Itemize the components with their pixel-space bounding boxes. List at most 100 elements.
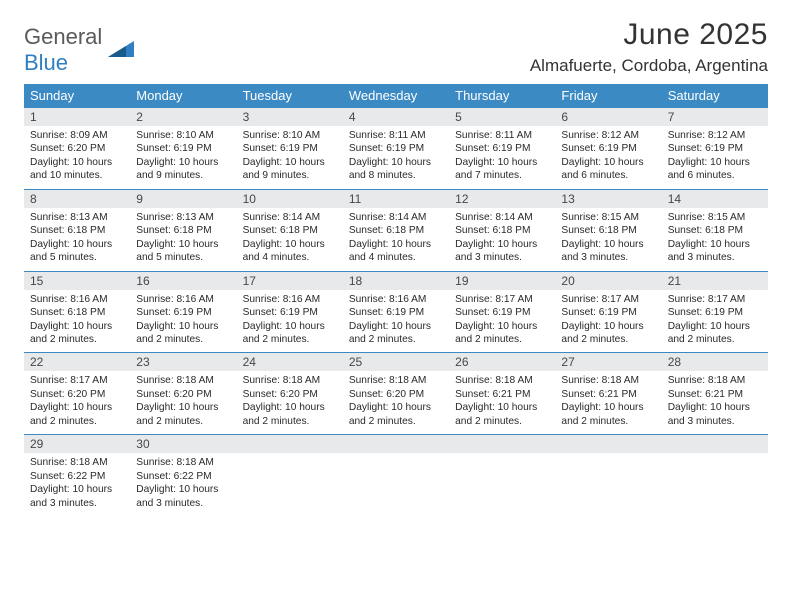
daylight-line: Daylight: 10 hours and 8 minutes. <box>349 156 443 183</box>
logo-word1: General <box>24 24 102 49</box>
sunrise-line: Sunrise: 8:18 AM <box>349 374 443 387</box>
day-cell: 17Sunrise: 8:16 AMSunset: 6:19 PMDayligh… <box>237 272 343 353</box>
day-number: 8 <box>24 190 130 208</box>
sunrise-line: Sunrise: 8:18 AM <box>136 374 230 387</box>
day-number: 23 <box>130 353 236 371</box>
day-number: 12 <box>449 190 555 208</box>
header: General Blue June 2025 Almafuerte, Cordo… <box>24 18 768 76</box>
day-info: Sunrise: 8:14 AMSunset: 6:18 PMDaylight:… <box>237 211 343 265</box>
day-number: 19 <box>449 272 555 290</box>
day-cell: 29Sunrise: 8:18 AMSunset: 6:22 PMDayligh… <box>24 435 130 516</box>
day-info: Sunrise: 8:18 AMSunset: 6:22 PMDaylight:… <box>130 456 236 510</box>
empty-day-bar <box>555 435 661 453</box>
week-row: 1Sunrise: 8:09 AMSunset: 6:20 PMDaylight… <box>24 108 768 190</box>
sunset-line: Sunset: 6:22 PM <box>136 470 230 483</box>
day-cell: 15Sunrise: 8:16 AMSunset: 6:18 PMDayligh… <box>24 272 130 353</box>
daylight-line: Daylight: 10 hours and 6 minutes. <box>668 156 762 183</box>
location: Almafuerte, Cordoba, Argentina <box>530 56 768 76</box>
sunrise-line: Sunrise: 8:18 AM <box>243 374 337 387</box>
day-info: Sunrise: 8:11 AMSunset: 6:19 PMDaylight:… <box>449 129 555 183</box>
day-cell: 26Sunrise: 8:18 AMSunset: 6:21 PMDayligh… <box>449 353 555 434</box>
day-info: Sunrise: 8:18 AMSunset: 6:20 PMDaylight:… <box>343 374 449 428</box>
day-number: 22 <box>24 353 130 371</box>
sunset-line: Sunset: 6:18 PM <box>30 306 124 319</box>
sunrise-line: Sunrise: 8:18 AM <box>561 374 655 387</box>
daylight-line: Daylight: 10 hours and 3 minutes. <box>668 238 762 265</box>
day-info: Sunrise: 8:09 AMSunset: 6:20 PMDaylight:… <box>24 129 130 183</box>
day-info: Sunrise: 8:17 AMSunset: 6:19 PMDaylight:… <box>662 293 768 347</box>
day-cell <box>343 435 449 516</box>
day-cell: 2Sunrise: 8:10 AMSunset: 6:19 PMDaylight… <box>130 108 236 189</box>
day-info: Sunrise: 8:17 AMSunset: 6:20 PMDaylight:… <box>24 374 130 428</box>
daylight-line: Daylight: 10 hours and 2 minutes. <box>136 401 230 428</box>
logo-text: General Blue <box>24 24 102 76</box>
daylight-line: Daylight: 10 hours and 2 minutes. <box>668 320 762 347</box>
day-info: Sunrise: 8:16 AMSunset: 6:19 PMDaylight:… <box>237 293 343 347</box>
sunrise-line: Sunrise: 8:18 AM <box>455 374 549 387</box>
sunset-line: Sunset: 6:19 PM <box>349 306 443 319</box>
day-info: Sunrise: 8:13 AMSunset: 6:18 PMDaylight:… <box>130 211 236 265</box>
day-number: 29 <box>24 435 130 453</box>
day-info: Sunrise: 8:16 AMSunset: 6:19 PMDaylight:… <box>130 293 236 347</box>
sunrise-line: Sunrise: 8:17 AM <box>30 374 124 387</box>
day-cell: 30Sunrise: 8:18 AMSunset: 6:22 PMDayligh… <box>130 435 236 516</box>
day-cell: 22 Sunrise: 8:17 AMSunset: 6:20 PMDayligh… <box>24 353 130 434</box>
sunset-line: Sunset: 6:18 PM <box>243 224 337 237</box>
sunrise-line: Sunrise: 8:10 AM <box>136 129 230 142</box>
weekday-header-row: SundayMondayTuesdayWednesdayThursdayFrid… <box>24 84 768 108</box>
daylight-line: Daylight: 10 hours and 4 minutes. <box>243 238 337 265</box>
daylight-line: Daylight: 10 hours and 2 minutes. <box>30 401 124 428</box>
day-info: Sunrise: 8:18 AMSunset: 6:21 PMDaylight:… <box>555 374 661 428</box>
week-row: 22 Sunrise: 8:17 AMSunset: 6:20 PMDayligh… <box>24 353 768 435</box>
sunrise-line: Sunrise: 8:18 AM <box>136 456 230 469</box>
sunset-line: Sunset: 6:18 PM <box>668 224 762 237</box>
weekday-header: Sunday <box>24 84 130 108</box>
day-cell: 20Sunrise: 8:17 AMSunset: 6:19 PMDayligh… <box>555 272 661 353</box>
daylight-line: Daylight: 10 hours and 3 minutes. <box>561 238 655 265</box>
sunrise-line: Sunrise: 8:14 AM <box>349 211 443 224</box>
day-cell: 1Sunrise: 8:09 AMSunset: 6:20 PMDaylight… <box>24 108 130 189</box>
sunset-line: Sunset: 6:19 PM <box>668 306 762 319</box>
daylight-line: Daylight: 10 hours and 4 minutes. <box>349 238 443 265</box>
calendar-page: General Blue June 2025 Almafuerte, Cordo… <box>0 0 792 516</box>
daylight-line: Daylight: 10 hours and 2 minutes. <box>561 320 655 347</box>
daylight-line: Daylight: 10 hours and 2 minutes. <box>349 320 443 347</box>
sunrise-line: Sunrise: 8:16 AM <box>243 293 337 306</box>
empty-day-bar <box>662 435 768 453</box>
calendar-grid: SundayMondayTuesdayWednesdayThursdayFrid… <box>24 84 768 516</box>
day-info: Sunrise: 8:12 AMSunset: 6:19 PMDaylight:… <box>555 129 661 183</box>
sunrise-line: Sunrise: 8:18 AM <box>30 456 124 469</box>
day-info: Sunrise: 8:11 AMSunset: 6:19 PMDaylight:… <box>343 129 449 183</box>
day-number: 27 <box>555 353 661 371</box>
daylight-line: Daylight: 10 hours and 2 minutes. <box>30 320 124 347</box>
day-cell: 23Sunrise: 8:18 AMSunset: 6:20 PMDayligh… <box>130 353 236 434</box>
day-info: Sunrise: 8:16 AMSunset: 6:18 PMDaylight:… <box>24 293 130 347</box>
sunrise-line: Sunrise: 8:16 AM <box>349 293 443 306</box>
day-info: Sunrise: 8:12 AMSunset: 6:19 PMDaylight:… <box>662 129 768 183</box>
day-number: 4 <box>343 108 449 126</box>
sunset-line: Sunset: 6:18 PM <box>136 224 230 237</box>
weekday-header: Friday <box>555 84 661 108</box>
sunrise-line: Sunrise: 8:14 AM <box>243 211 337 224</box>
day-info: Sunrise: 8:18 AMSunset: 6:21 PMDaylight:… <box>662 374 768 428</box>
day-cell: 12Sunrise: 8:14 AMSunset: 6:18 PMDayligh… <box>449 190 555 271</box>
sunset-line: Sunset: 6:19 PM <box>455 142 549 155</box>
sunset-line: Sunset: 6:20 PM <box>30 142 124 155</box>
day-cell: 28Sunrise: 8:18 AMSunset: 6:21 PMDayligh… <box>662 353 768 434</box>
day-info: Sunrise: 8:18 AMSunset: 6:21 PMDaylight:… <box>449 374 555 428</box>
sunset-line: Sunset: 6:19 PM <box>349 142 443 155</box>
weekday-header: Thursday <box>449 84 555 108</box>
weekday-header: Saturday <box>662 84 768 108</box>
weekday-header: Wednesday <box>343 84 449 108</box>
sunset-line: Sunset: 6:19 PM <box>243 306 337 319</box>
sunrise-line: Sunrise: 8:12 AM <box>668 129 762 142</box>
daylight-line: Daylight: 10 hours and 2 minutes. <box>455 320 549 347</box>
daylight-line: Daylight: 10 hours and 6 minutes. <box>561 156 655 183</box>
sunrise-line: Sunrise: 8:18 AM <box>668 374 762 387</box>
sunset-line: Sunset: 6:18 PM <box>349 224 443 237</box>
daylight-line: Daylight: 10 hours and 3 minutes. <box>455 238 549 265</box>
day-number: 21 <box>662 272 768 290</box>
weekday-header: Tuesday <box>237 84 343 108</box>
daylight-line: Daylight: 10 hours and 5 minutes. <box>30 238 124 265</box>
day-cell: 21 Sunrise: 8:17 AMSunset: 6:19 PMDayligh… <box>662 272 768 353</box>
